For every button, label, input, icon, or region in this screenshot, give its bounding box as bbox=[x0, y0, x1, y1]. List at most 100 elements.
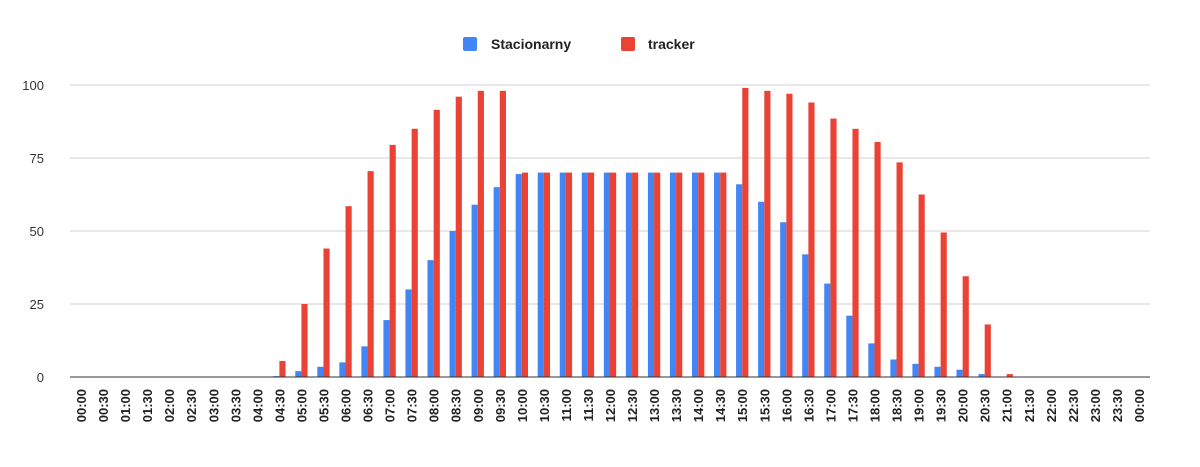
x-tick-label: 12:00 bbox=[603, 389, 618, 422]
bar-stacionarny-35 bbox=[846, 315, 853, 377]
x-tick-label: 08:30 bbox=[449, 389, 464, 422]
x-tick-label: 17:30 bbox=[845, 389, 860, 422]
bar-tracker-25 bbox=[632, 172, 639, 377]
x-tick-label: 09:30 bbox=[493, 389, 508, 422]
x-tick-label: 12:30 bbox=[625, 389, 640, 422]
x-tick-label: 01:00 bbox=[118, 389, 133, 422]
legend-label-tracker: tracker bbox=[648, 36, 695, 52]
bar-stacionarny-26 bbox=[647, 172, 655, 377]
y-tick-label: 75 bbox=[30, 151, 44, 166]
bar-stacionarny-14 bbox=[383, 320, 390, 377]
bar-stacionarny-22 bbox=[559, 172, 566, 377]
x-tick-label: 03:00 bbox=[206, 389, 221, 422]
x-tick-label: 10:00 bbox=[515, 389, 530, 422]
x-tick-label: 11:30 bbox=[581, 389, 596, 422]
x-tick-label: 19:30 bbox=[934, 389, 949, 422]
bar-stacionarny-28 bbox=[691, 172, 699, 377]
bar-tracker-34 bbox=[830, 118, 837, 377]
x-tick-label: 05:00 bbox=[294, 389, 309, 422]
x-tick-label: 14:30 bbox=[713, 389, 728, 422]
bar-stacionarny-17 bbox=[449, 231, 456, 377]
bar-tracker-36 bbox=[874, 141, 881, 377]
bar-tracker-12 bbox=[345, 206, 352, 377]
x-tick-label: 05:30 bbox=[316, 389, 331, 422]
bar-tracker-16 bbox=[433, 109, 440, 377]
bar-tracker-32 bbox=[786, 93, 793, 377]
bars bbox=[273, 87, 1013, 378]
bar-tracker-11 bbox=[323, 248, 330, 377]
x-tick-label: 21:30 bbox=[1022, 389, 1037, 422]
bar-stacionarny-25 bbox=[625, 172, 633, 377]
x-tick-label: 06:30 bbox=[361, 389, 376, 422]
bar-tracker-40 bbox=[962, 276, 969, 377]
y-tick-label: 0 bbox=[37, 370, 44, 385]
bar-stacionarny-10 bbox=[295, 371, 302, 377]
x-tick-label: 19:00 bbox=[912, 389, 927, 422]
x-tick-label: 15:00 bbox=[735, 389, 750, 422]
bar-tracker-18 bbox=[477, 90, 484, 377]
x-tick-label: 20:30 bbox=[978, 389, 993, 422]
bar-stacionarny-13 bbox=[361, 346, 368, 377]
x-tick-label: 16:00 bbox=[779, 389, 794, 422]
bar-tracker-17 bbox=[455, 96, 462, 378]
x-tick-label: 00:00 bbox=[74, 389, 89, 422]
y-tick-label: 50 bbox=[30, 224, 44, 239]
bar-tracker-19 bbox=[499, 90, 506, 377]
bar-tracker-37 bbox=[896, 162, 903, 377]
x-tick-label: 08:00 bbox=[427, 389, 442, 422]
x-tick-label: 04:00 bbox=[250, 389, 265, 422]
bar-tracker-29 bbox=[720, 172, 727, 377]
x-tick-label: 13:30 bbox=[669, 389, 684, 422]
bar-tracker-20 bbox=[521, 172, 529, 377]
bar-tracker-41 bbox=[984, 324, 991, 377]
legend-swatch-tracker bbox=[621, 37, 635, 51]
bar-tracker-22 bbox=[565, 172, 573, 377]
x-tick-label: 20:00 bbox=[956, 389, 971, 422]
x-tick-label: 02:30 bbox=[184, 389, 199, 422]
x-tick-label: 15:30 bbox=[757, 389, 772, 422]
bar-tracker-42 bbox=[1006, 374, 1013, 377]
bar-stacionarny-34 bbox=[824, 283, 831, 377]
x-tick-label: 22:00 bbox=[1044, 389, 1059, 422]
bar-stacionarny-41 bbox=[978, 374, 985, 377]
x-tick-label: 23:00 bbox=[1088, 389, 1103, 422]
bar-tracker-35 bbox=[852, 128, 859, 377]
x-tick-label: 07:30 bbox=[405, 389, 420, 422]
bar-stacionarny-37 bbox=[890, 359, 897, 377]
x-tick-label: 00:00 bbox=[1132, 389, 1147, 422]
bar-tracker-26 bbox=[654, 172, 661, 377]
bar-tracker-33 bbox=[808, 102, 815, 378]
x-tick-label: 21:00 bbox=[1000, 389, 1015, 422]
bar-stacionarny-24 bbox=[603, 172, 610, 377]
y-axis-ticks: 0 25 50 75 100 bbox=[22, 78, 44, 385]
x-tick-label: 06:00 bbox=[339, 389, 354, 422]
bar-stacionarny-15 bbox=[405, 289, 412, 377]
bar-stacionarny-32 bbox=[780, 222, 787, 377]
x-tick-label: 09:00 bbox=[471, 389, 486, 422]
bar-stacionarny-27 bbox=[669, 172, 677, 377]
legend: Stacionarny tracker bbox=[463, 36, 695, 52]
x-tick-label: 10:30 bbox=[537, 389, 552, 422]
bar-tracker-38 bbox=[918, 194, 925, 377]
bar-tracker-14 bbox=[389, 144, 396, 377]
bar-tracker-15 bbox=[411, 128, 418, 377]
bar-stacionarny-33 bbox=[802, 254, 809, 377]
legend-label-stacionarny: Stacionarny bbox=[491, 36, 571, 52]
bar-tracker-24 bbox=[610, 172, 617, 377]
x-tick-label: 03:30 bbox=[228, 389, 243, 422]
bar-tracker-23 bbox=[587, 172, 595, 377]
bar-stacionarny-38 bbox=[912, 363, 919, 377]
x-axis-ticks: 00:00 00:30 01:00 01:30 02:00 02:30 03:00 03:30… bbox=[74, 389, 1147, 422]
x-tick-label: 04:30 bbox=[272, 389, 287, 422]
bar-stacionarny-31 bbox=[758, 201, 765, 377]
bar-stacionarny-29 bbox=[714, 172, 721, 377]
bar-tracker-13 bbox=[367, 171, 374, 377]
y-tick-label: 25 bbox=[30, 297, 44, 312]
bar-stacionarny-39 bbox=[934, 366, 941, 377]
bar-tracker-39 bbox=[940, 232, 947, 377]
y-tick-label: 100 bbox=[22, 78, 44, 93]
bar-stacionarny-36 bbox=[868, 343, 875, 377]
bar-stacionarny-11 bbox=[317, 366, 324, 377]
